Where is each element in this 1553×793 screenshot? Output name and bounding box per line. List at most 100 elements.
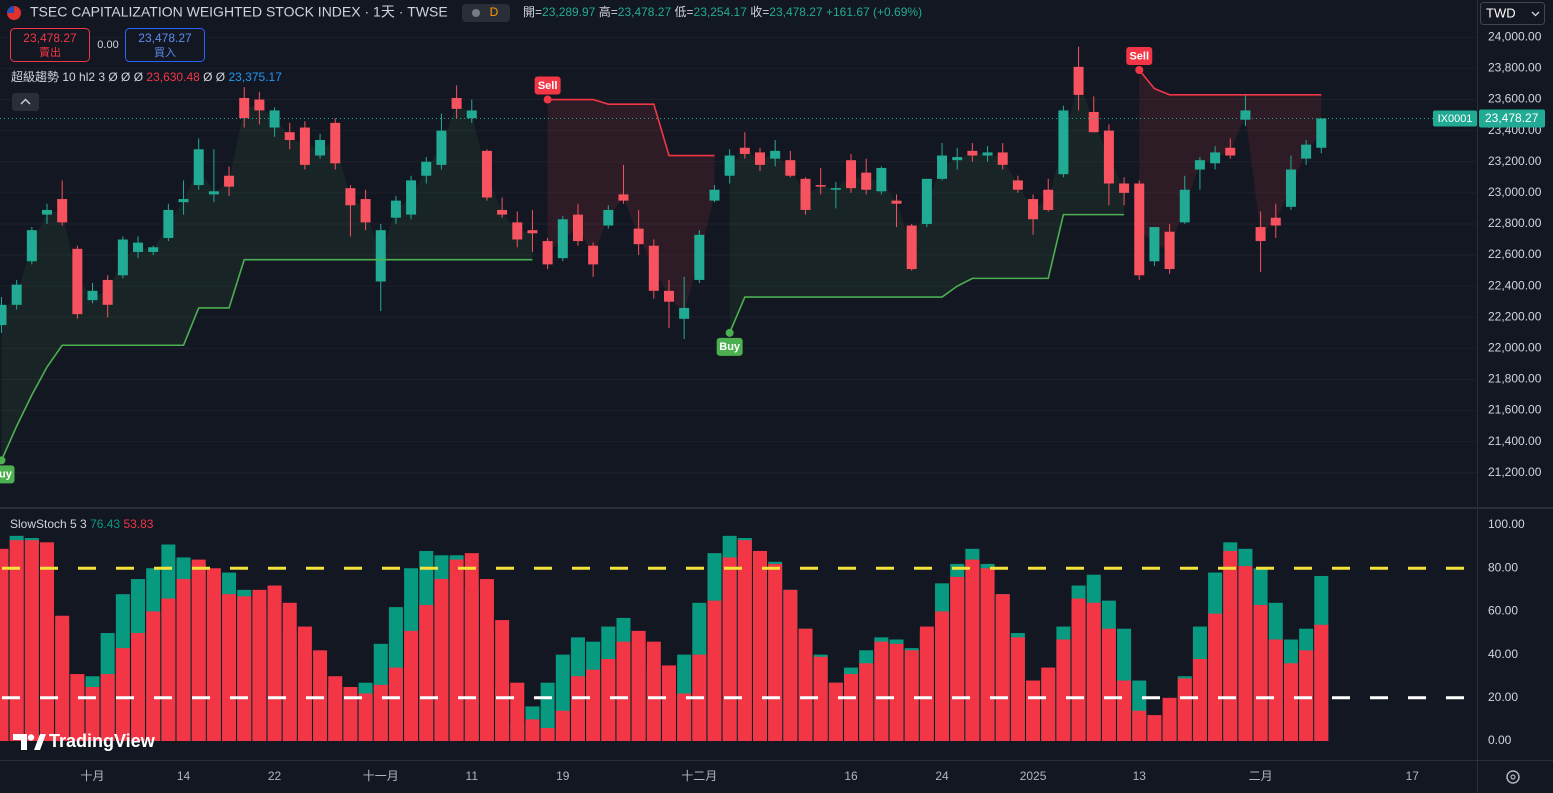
stoch-d-bar bbox=[1177, 678, 1192, 741]
stoch-d-bar bbox=[388, 667, 403, 741]
collapse-button[interactable] bbox=[12, 93, 39, 111]
supertrend-legend: 超級趨勢 10 hl2 3 Ø Ø Ø 23,630.48 Ø Ø 23,375… bbox=[11, 69, 282, 84]
stoch-d-bar bbox=[313, 650, 328, 741]
stoch-d-bar bbox=[404, 630, 419, 741]
signal-dot bbox=[543, 95, 552, 104]
currency-select[interactable] bbox=[1480, 2, 1545, 25]
x-tick-label: 11 bbox=[466, 769, 479, 783]
stoch-d-bar bbox=[1132, 710, 1147, 741]
candle-body bbox=[148, 247, 159, 252]
currency-chevron bbox=[1531, 11, 1540, 17]
candle-body bbox=[42, 209, 53, 215]
candle-body bbox=[588, 245, 599, 265]
candle-body bbox=[208, 191, 219, 195]
candle-body bbox=[785, 160, 796, 176]
candle-body bbox=[1134, 183, 1145, 276]
ohlc-label: 收= bbox=[750, 5, 769, 19]
currency-text: TWD bbox=[1486, 5, 1516, 20]
x-tick-label: 13 bbox=[1133, 769, 1147, 783]
candle-body bbox=[724, 155, 735, 176]
stoch-legend-value: 76.43 bbox=[90, 517, 120, 531]
candle-body bbox=[360, 199, 371, 223]
ohlc-value: 23,478.27 bbox=[618, 5, 672, 19]
candle-body bbox=[163, 209, 174, 238]
candle-body bbox=[800, 178, 811, 210]
stoch-d-bar bbox=[358, 693, 373, 741]
stoch-d-bar bbox=[206, 568, 221, 741]
interval-badge[interactable] bbox=[462, 4, 510, 22]
stoch-d-bar bbox=[555, 710, 570, 741]
x-tick-label: 22 bbox=[268, 769, 282, 783]
candle-body bbox=[1012, 180, 1023, 190]
candle-body bbox=[390, 200, 401, 218]
candle-body bbox=[1285, 169, 1296, 207]
candle-body bbox=[0, 304, 7, 326]
stoch-d-bar bbox=[1223, 550, 1238, 741]
candle-body bbox=[846, 160, 857, 189]
candle-body bbox=[861, 172, 872, 190]
stoch-label: SlowStoch 5 3 bbox=[10, 517, 87, 531]
y-tick-label: 21,400.00 bbox=[1488, 434, 1542, 448]
settings-icon[interactable] bbox=[1506, 770, 1520, 784]
candle-body bbox=[1043, 189, 1054, 210]
candle-body bbox=[1240, 110, 1251, 120]
candle-body bbox=[663, 290, 674, 302]
candle-body bbox=[284, 132, 295, 140]
stoch-d-bar bbox=[24, 540, 39, 741]
y2-tick-label: 100.00 bbox=[1488, 517, 1525, 531]
y2-tick-label: 0.00 bbox=[1488, 733, 1512, 747]
candle-body bbox=[178, 199, 189, 203]
signal-dot bbox=[0, 456, 6, 465]
y-tick-label: 21,600.00 bbox=[1488, 403, 1542, 417]
y2-tick-label: 60.00 bbox=[1488, 604, 1518, 618]
candle-body bbox=[11, 284, 22, 305]
stoch-d-bar bbox=[1208, 613, 1223, 741]
stoch-d-bar bbox=[844, 674, 859, 741]
signal-dot bbox=[1135, 65, 1144, 74]
x-tick-label: 十月 bbox=[81, 769, 105, 783]
candle-body bbox=[1270, 217, 1281, 226]
candle-body bbox=[739, 147, 750, 154]
candle-body bbox=[254, 99, 265, 111]
candle-body bbox=[102, 279, 113, 305]
candle-body bbox=[57, 199, 68, 223]
stoch-d-bar bbox=[722, 557, 737, 741]
supertrend-line bbox=[728, 213, 1125, 334]
candle-body bbox=[315, 139, 326, 156]
candle-body bbox=[830, 188, 841, 190]
price-tag bbox=[1479, 109, 1545, 128]
candle-body bbox=[330, 122, 341, 164]
stoch-d-bar bbox=[222, 594, 237, 741]
sell-price: 23,478.27 bbox=[23, 31, 77, 45]
stoch-d-bar bbox=[419, 604, 434, 741]
y-tick-label: 23,600.00 bbox=[1488, 92, 1542, 106]
candle-body bbox=[603, 209, 614, 226]
stoch-d-bar bbox=[1192, 658, 1207, 741]
sell-button[interactable] bbox=[10, 28, 90, 62]
candle-body bbox=[299, 127, 310, 165]
stoch-d-bar bbox=[328, 676, 343, 741]
x-tick-label: 十二月 bbox=[681, 769, 717, 783]
y2-tick-label: 80.00 bbox=[1488, 560, 1518, 574]
stoch-d-bar bbox=[464, 553, 479, 741]
stoch-d-bar bbox=[191, 559, 206, 741]
spread: 0.00 bbox=[97, 39, 118, 51]
candle-body bbox=[542, 241, 553, 265]
supertrend-line bbox=[0, 258, 533, 461]
candle-body bbox=[1119, 183, 1130, 193]
stoch-d-bar bbox=[616, 641, 631, 741]
candle-body bbox=[679, 307, 690, 319]
candle-body bbox=[421, 161, 432, 176]
stoch-d-bar bbox=[1086, 602, 1101, 741]
ohlc-label: 高= bbox=[599, 4, 618, 19]
stoch-legend: SlowStoch 5 3 76.43 53.83 bbox=[10, 517, 154, 531]
candle-body bbox=[815, 185, 826, 187]
buy-button[interactable] bbox=[125, 28, 205, 62]
candle-body bbox=[1028, 199, 1039, 220]
axes: 21,200.00 21,400.00 21,600.00 21,800.00 22,0… bbox=[81, 29, 1542, 783]
collapse-icon bbox=[20, 98, 31, 105]
stoch-d-bar bbox=[479, 579, 494, 741]
sell-label: 賣出 bbox=[39, 45, 61, 59]
stoch-d-bar bbox=[889, 643, 904, 741]
